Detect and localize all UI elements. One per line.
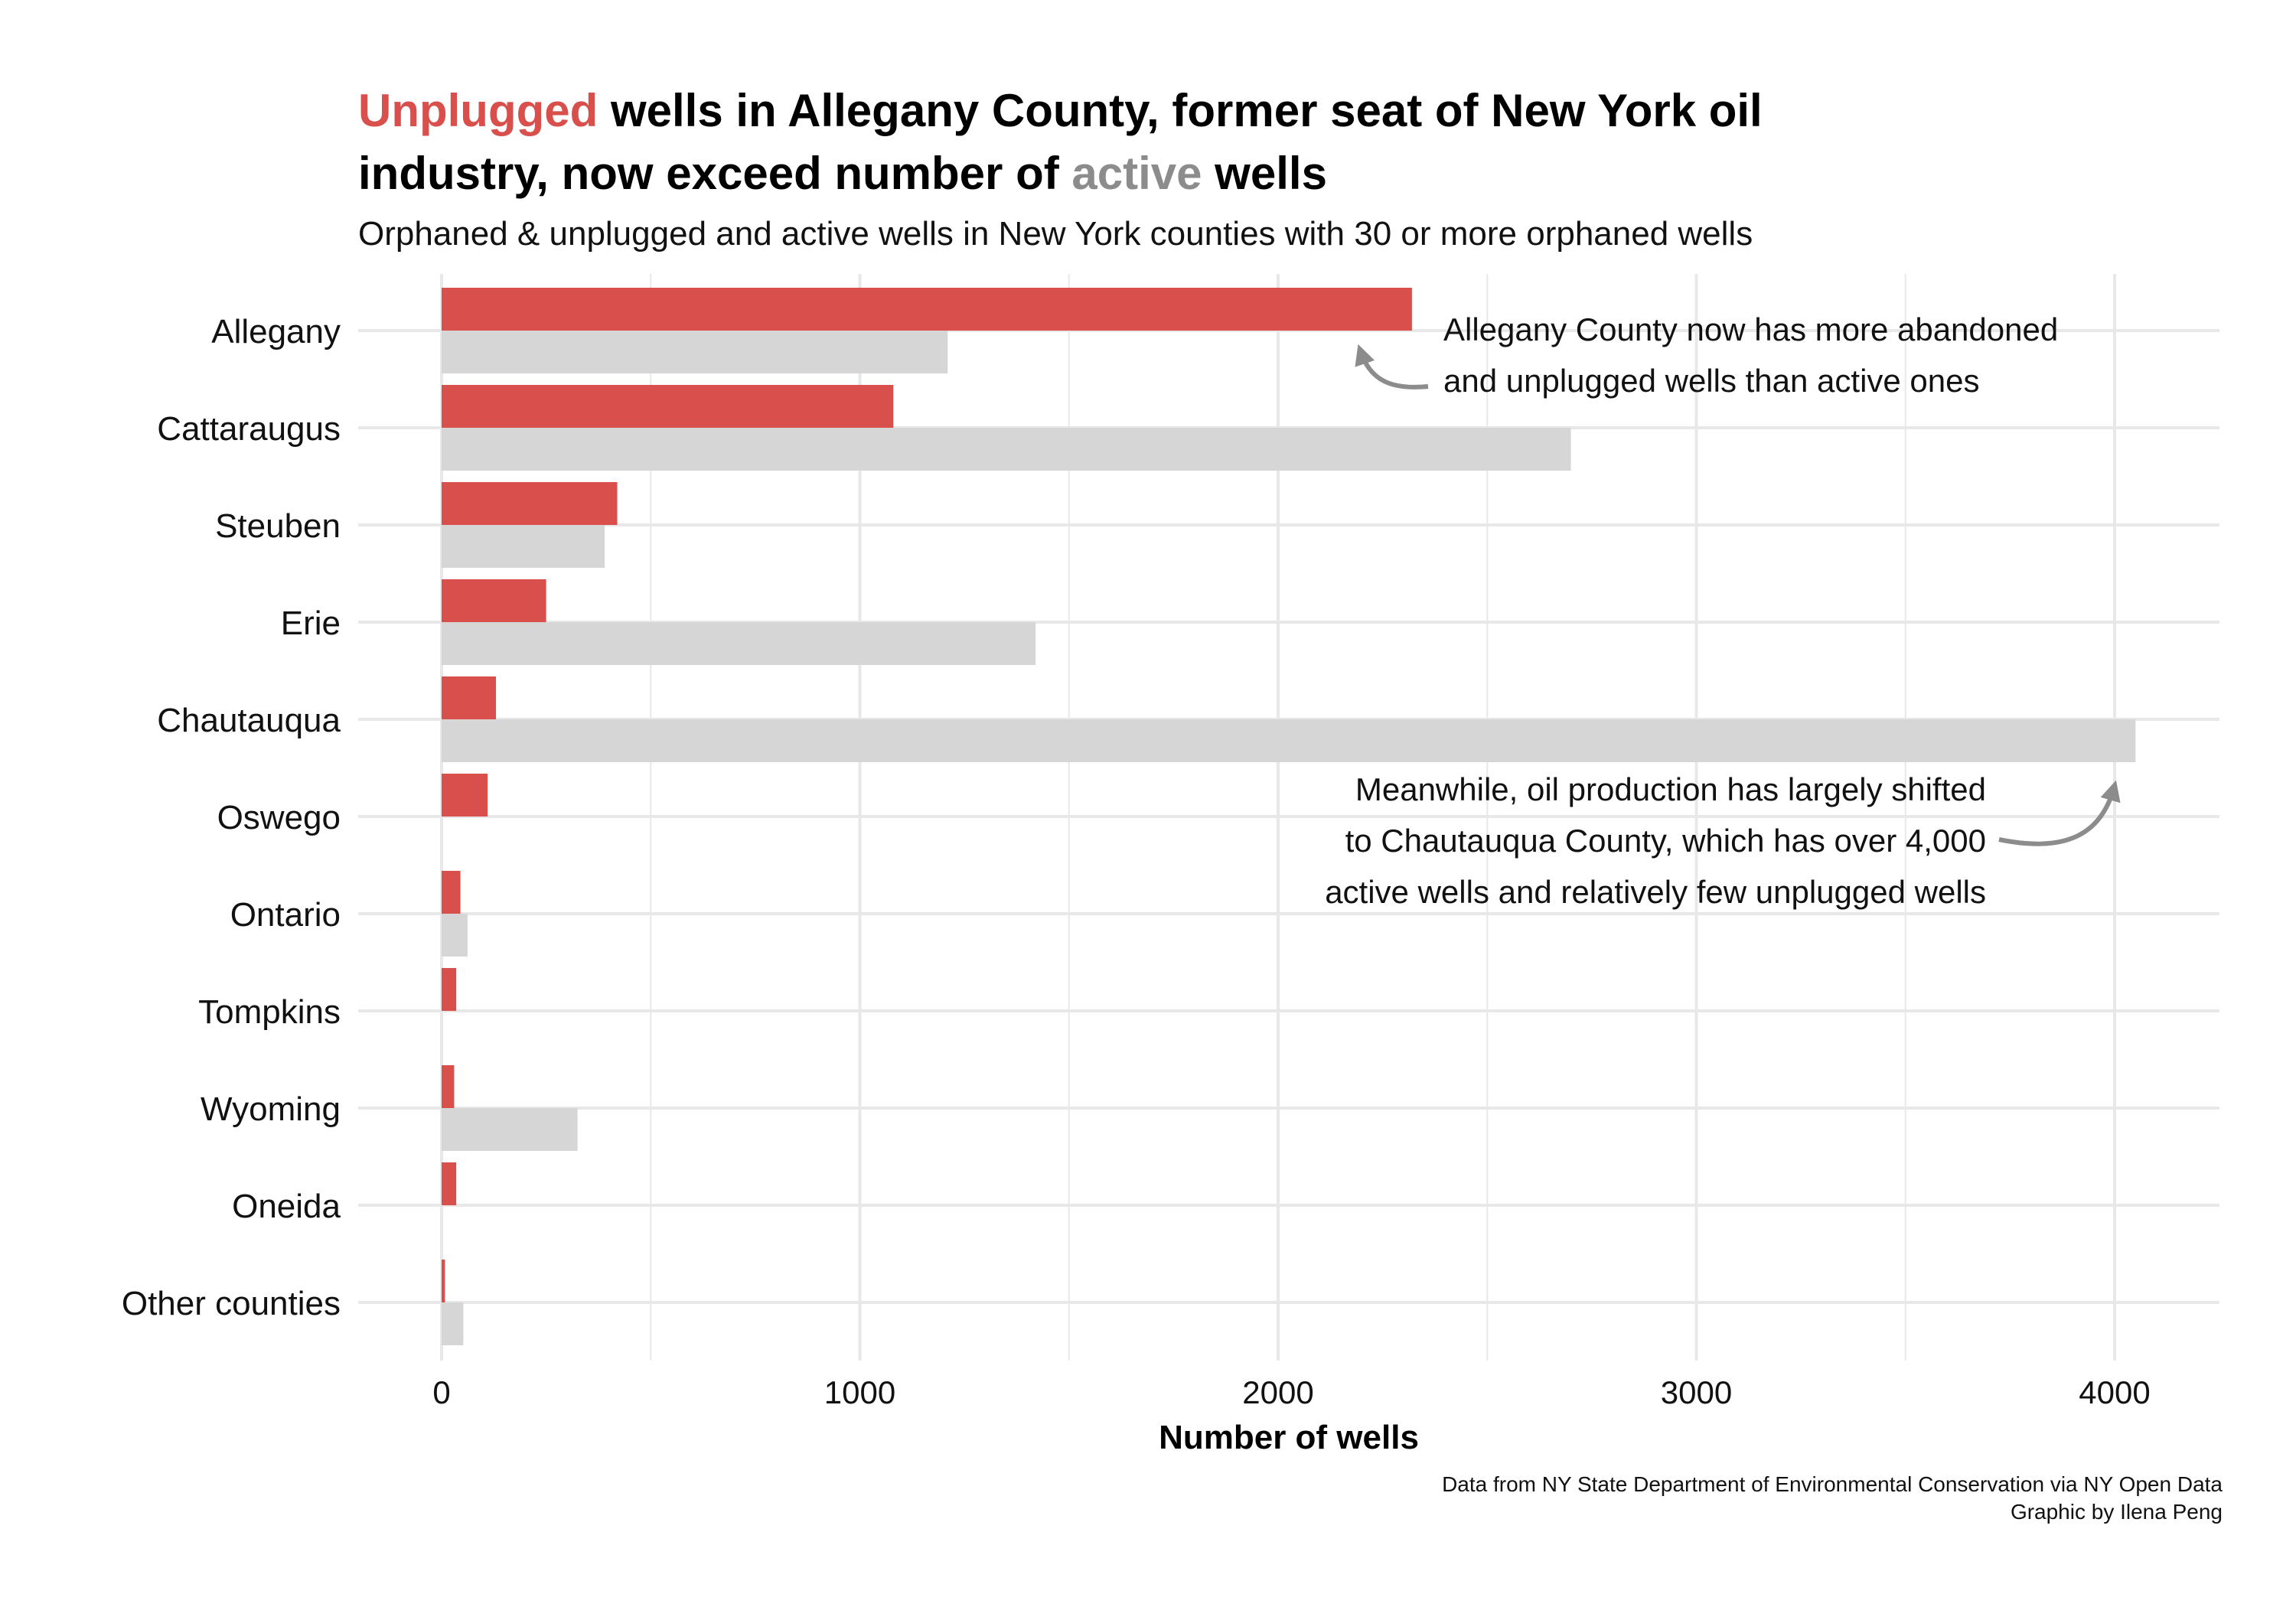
annotations: Allegany County now has more abandoned an… bbox=[1325, 311, 2121, 910]
chart-subtitle: Orphaned & unplugged and active wells in… bbox=[358, 215, 1753, 253]
bar-unplugged-erie bbox=[442, 579, 546, 622]
bar-active-chautauqua bbox=[442, 719, 2136, 762]
bar-unplugged-oswego bbox=[442, 774, 488, 817]
y-tick-label: Allegany bbox=[211, 313, 341, 350]
bar-unplugged-chautauqua bbox=[442, 676, 497, 719]
bar-unplugged-cattaraugus bbox=[442, 385, 894, 428]
y-tick-label: Other counties bbox=[122, 1285, 341, 1322]
bar-unplugged-allegany bbox=[442, 288, 1412, 331]
bar-active-allegany bbox=[442, 331, 948, 373]
bar-active-other-counties bbox=[442, 1302, 464, 1345]
bar-unplugged-oneida bbox=[442, 1162, 457, 1205]
bar-unplugged-steuben bbox=[442, 482, 618, 525]
annotation-allegany-line: Allegany County now has more abandoned bbox=[1443, 311, 2058, 347]
title-unplugged-highlight: Unplugged bbox=[358, 85, 598, 136]
bar-active-ontario bbox=[442, 914, 468, 957]
x-tick-label: 1000 bbox=[824, 1374, 895, 1410]
source-caption: Data from NY State Department of Environ… bbox=[1442, 1472, 2223, 1496]
title-active-highlight: active bbox=[1071, 148, 1202, 199]
annotation-chautauqua-line: active wells and relatively few unplugge… bbox=[1325, 874, 1986, 910]
x-tick-label: 3000 bbox=[1661, 1374, 1732, 1410]
bar-unplugged-ontario bbox=[442, 871, 461, 914]
bar-unplugged-other-counties bbox=[442, 1260, 445, 1302]
x-tick-label: 0 bbox=[432, 1374, 450, 1410]
x-tick-label: 4000 bbox=[2079, 1374, 2150, 1410]
bars bbox=[442, 288, 2136, 1345]
bar-unplugged-tompkins bbox=[442, 968, 457, 1011]
title-line1-rest: wells in Allegany County, former seat of… bbox=[598, 85, 1763, 136]
y-tick-label: Cattaraugus bbox=[157, 410, 341, 448]
y-tick-label: Steuben bbox=[215, 507, 341, 545]
annotation-chautauqua-line: to Chautauqua County, which has over 4,0… bbox=[1345, 823, 1986, 859]
bar-active-cattaraugus bbox=[442, 428, 1571, 471]
allegany-arrow bbox=[1355, 344, 1429, 390]
credit-caption: Graphic by Ilena Peng bbox=[2010, 1500, 2223, 1524]
bar-unplugged-wyoming bbox=[442, 1065, 455, 1108]
bar-active-steuben bbox=[442, 525, 605, 568]
y-tick-label: Oneida bbox=[232, 1188, 341, 1225]
annotation-chautauqua-line: Meanwhile, oil production has largely sh… bbox=[1355, 771, 1986, 807]
title-line2-start: industry, now exceed number of bbox=[358, 148, 1072, 199]
bar-active-wyoming bbox=[442, 1108, 578, 1151]
annotation-allegany-line: and unplugged wells than active ones bbox=[1443, 363, 1980, 399]
title-line2-end: wells bbox=[1202, 148, 1327, 199]
y-tick-label: Oswego bbox=[217, 799, 341, 836]
bar-active-erie bbox=[442, 622, 1036, 665]
chart-title: Unplugged wells in Allegany County, form… bbox=[358, 80, 2272, 205]
x-axis-label: Number of wells bbox=[1159, 1419, 1419, 1456]
chautauqua-arrow bbox=[1998, 780, 2121, 846]
y-tick-label: Ontario bbox=[230, 896, 341, 934]
y-tick-label: Erie bbox=[281, 605, 341, 642]
y-tick-label: Tompkins bbox=[198, 993, 341, 1031]
x-tick-label: 2000 bbox=[1242, 1374, 1313, 1410]
y-tick-label: Wyoming bbox=[201, 1090, 341, 1128]
axis-labels: Allegany Cattaraugus Steuben Erie Chautauqua… bbox=[122, 313, 2151, 1456]
y-tick-label: Chautauqua bbox=[157, 702, 341, 739]
